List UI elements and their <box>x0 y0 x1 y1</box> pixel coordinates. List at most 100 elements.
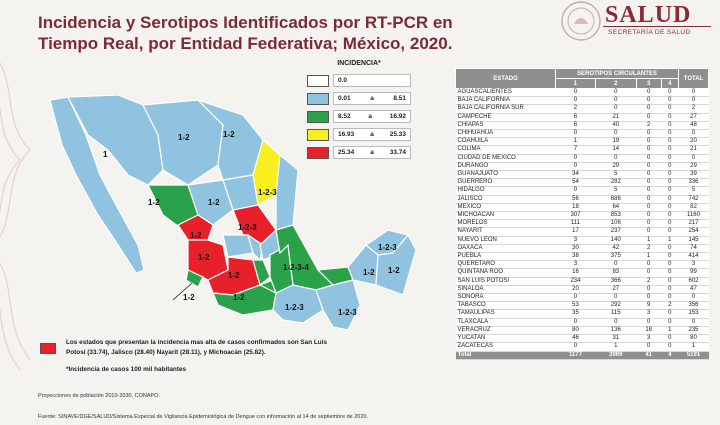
value-cell: 0 <box>661 88 679 98</box>
value-cell: 0 <box>555 154 596 163</box>
table-row: HIDALGO 0 5 0 0 5 <box>455 186 709 196</box>
table-row: SONORA 0 0 0 0 0 <box>455 293 709 303</box>
value-cell: 17 <box>555 227 596 237</box>
table-row: TAMAULIPAS 35 115 3 0 153 <box>455 309 709 319</box>
table-row: MEXICO 18 64 0 0 82 <box>455 203 709 213</box>
map-label: 1-2 <box>148 198 160 207</box>
value-cell: 38 <box>555 252 596 262</box>
value-cell: 3 <box>678 260 709 270</box>
value-cell: 853 <box>595 211 637 221</box>
value-cell: 235 <box>678 326 709 336</box>
legend-swatch <box>307 128 329 141</box>
state-name-cell: MICHOACAN <box>455 211 556 221</box>
table-row: YUCATAN 46 31 3 0 80 <box>455 334 709 344</box>
state-name-cell: CIUDAD DE MEXICO <box>455 154 556 163</box>
value-cell: 0 <box>678 129 709 139</box>
value-cell: 27 <box>595 285 637 295</box>
legend-range: 16.93 a 25.33 <box>333 128 411 141</box>
value-cell: 0 <box>678 96 709 106</box>
value-cell: 5 <box>595 170 637 180</box>
value-cell: 46 <box>555 334 596 344</box>
state-name-cell: MEXICO <box>455 203 556 213</box>
table-row: ZACATECAS 0 1 0 0 1 <box>455 342 709 352</box>
state-name-cell: DURANGO <box>455 162 556 172</box>
value-cell: 82 <box>678 203 709 213</box>
value-cell: 0 <box>636 285 662 295</box>
map-label: 1-2-3 <box>378 243 397 252</box>
value-cell: 0 <box>636 268 662 278</box>
map-label: 1-2 <box>388 266 400 275</box>
legend-swatch <box>307 110 329 123</box>
value-cell: 20 <box>555 285 596 295</box>
table-row: TLAXCALA 0 0 0 0 0 <box>455 318 709 327</box>
map-label: 1-2 <box>178 133 190 142</box>
highest-incidence-note: Los estados que presentan la incidencia … <box>66 339 328 356</box>
value-cell: 2 <box>636 121 662 131</box>
value-cell: 1 <box>678 342 709 352</box>
value-cell: 0 <box>678 293 709 303</box>
value-cell: 602 <box>678 277 709 286</box>
map-label: 1-2 <box>228 271 240 280</box>
value-cell: 0 <box>661 227 679 237</box>
value-cell: 35 <box>555 309 596 319</box>
map-label: 1-2 <box>198 253 210 262</box>
value-cell: 0 <box>636 88 662 98</box>
state-name-cell: MORELOS <box>455 219 556 229</box>
value-cell: 0 <box>636 104 662 114</box>
table-row: NUEVO LEON 3 140 1 1 145 <box>455 236 709 245</box>
value-cell: 0 <box>636 96 662 106</box>
legend-from: 8.52 <box>338 113 351 120</box>
logo-subtitle: SECRETARÍA DE SALUD <box>608 29 691 36</box>
state-name-cell: HIDALGO <box>455 186 556 196</box>
table-row: VERACRUZ 80 136 18 1 235 <box>455 326 709 336</box>
value-cell: 20 <box>678 137 709 147</box>
legend-swatch <box>307 92 329 105</box>
legend-sep: a <box>370 149 374 156</box>
state-name-cell: OAXACA <box>455 244 556 254</box>
table-row: SINALOA 20 27 0 0 47 <box>455 285 709 295</box>
state-name-cell: BAJA CALIFORNIA <box>455 96 556 106</box>
value-cell: 1 <box>636 236 662 245</box>
map-label: 1-2 <box>190 231 202 240</box>
table-total-row: Total 1177 3969 41 4 5191 <box>455 351 709 360</box>
value-cell: 0 <box>595 88 637 98</box>
state-name-cell: JALISCO <box>455 195 556 204</box>
value-cell: 0 <box>661 145 679 155</box>
value-cell: 0 <box>661 252 679 262</box>
title-line-2: Tiempo Real, por Entidad Federativa; Méx… <box>38 34 453 53</box>
table-row: CHIHUAHUA 0 0 0 0 0 <box>455 129 709 139</box>
value-cell: 18 <box>636 326 662 336</box>
value-cell: 48 <box>678 121 709 131</box>
table-row: AGUASCALIENTES 0 0 0 0 0 <box>455 88 709 98</box>
state-nuevo-leon <box>252 138 281 206</box>
value-cell: 1 <box>661 326 679 336</box>
value-cell: 27 <box>678 113 709 122</box>
state-tamaulipas <box>275 153 299 231</box>
state-name-cell: SONORA <box>455 293 556 303</box>
value-cell: 0 <box>661 121 679 131</box>
value-cell: 16 <box>555 268 596 278</box>
value-cell: 0 <box>595 96 637 106</box>
value-cell: 29 <box>595 162 637 172</box>
value-cell: 111 <box>555 219 596 229</box>
value-cell: 106 <box>595 219 637 229</box>
legend-swatch <box>307 74 329 87</box>
header-sero-4: 4 <box>660 78 680 89</box>
header-total: TOTAL <box>678 68 709 89</box>
map-label: 1-2 <box>233 293 245 302</box>
table-row: JALISCO 56 686 0 0 742 <box>455 195 709 204</box>
map-label: 1-2 <box>223 130 235 139</box>
table-row: NAYARIT 17 237 0 0 254 <box>455 227 709 237</box>
state-nayarit <box>177 214 214 241</box>
national-seal-logo <box>561 1 601 41</box>
legend-row: 8.52 a 16.92 <box>307 109 411 124</box>
value-cell: 375 <box>595 252 637 262</box>
state-name-cell: PUEBLA <box>455 252 556 262</box>
state-name-cell: VERACRUZ <box>455 326 556 336</box>
incidence-footnote: *Incidencia de casos 100 mil habitantes <box>66 366 187 373</box>
table-row: BAJA CALIFORNIA SUR 2 0 0 0 2 <box>455 104 709 114</box>
data-source: Fuente: SINAVE/DGE/SALUD/Sistema Especia… <box>38 414 368 420</box>
value-cell: 115 <box>595 309 637 319</box>
value-cell: 18 <box>555 203 596 213</box>
value-cell: 0 <box>661 285 679 295</box>
